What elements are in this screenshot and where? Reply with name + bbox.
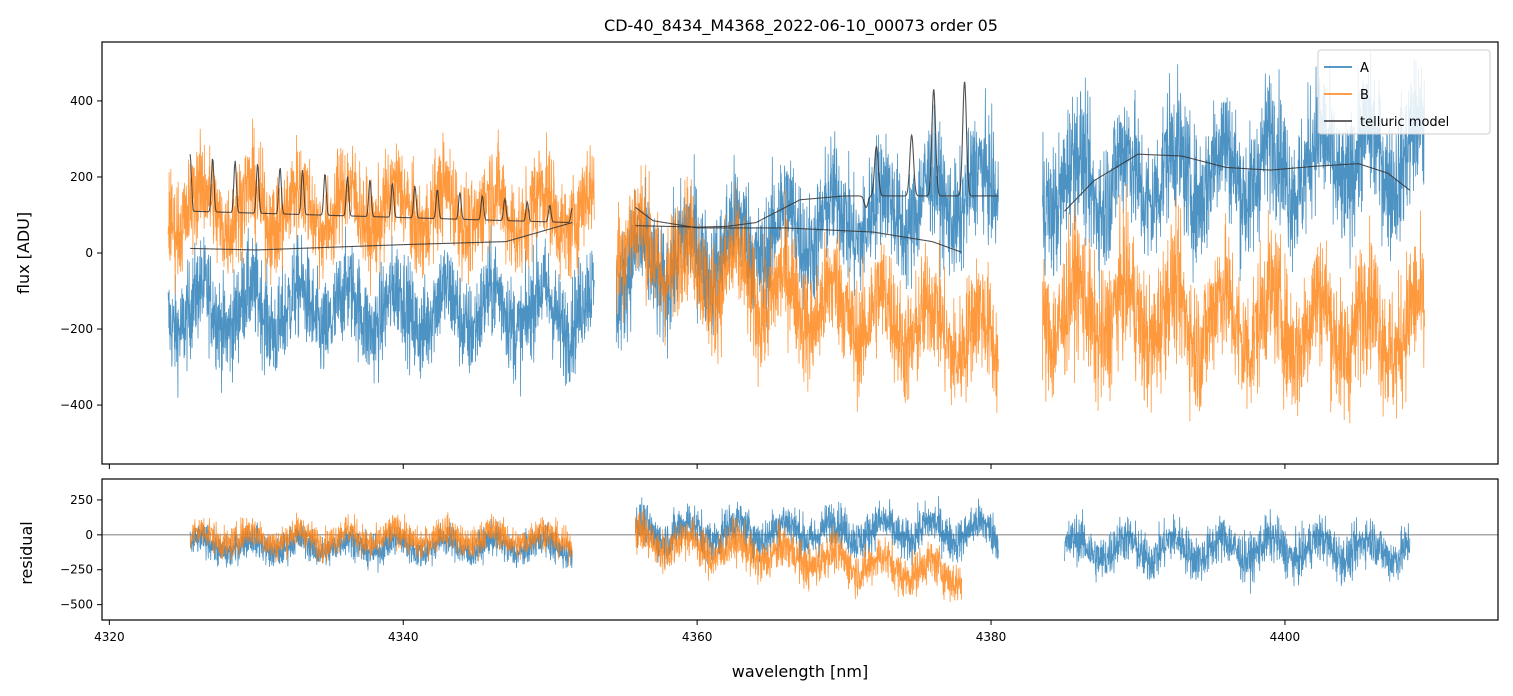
series-segment [189, 512, 573, 567]
series-segment [635, 509, 963, 602]
ytick-label: −250 [60, 563, 93, 577]
model-segment [635, 195, 845, 228]
series-telluric-model [189, 81, 1411, 253]
legend-frame [1317, 49, 1491, 135]
legend-label: telluric model [1360, 115, 1449, 130]
series-segment [167, 224, 595, 398]
chart-title: CD-40_8434_M4368_2022-06-10_00073 order … [604, 16, 998, 36]
model-segment [635, 206, 962, 253]
residual-panel-frame [101, 478, 1499, 621]
flux-data-area [167, 50, 1425, 424]
series-segment [615, 164, 999, 413]
model-segment [1064, 153, 1411, 212]
xtick-label: 4320 [94, 630, 125, 644]
series-segment [1064, 509, 1411, 594]
ytick-label: −200 [60, 322, 93, 336]
residual-data-area [102, 496, 1498, 602]
ytick-label: −400 [60, 398, 93, 412]
xtick-label: 4380 [976, 630, 1007, 644]
xtick-label: 4400 [1270, 630, 1301, 644]
ytick-label: −500 [60, 598, 93, 612]
series-b [167, 118, 1425, 424]
residual-ylabel: residual [17, 521, 36, 584]
series-segment [635, 496, 999, 569]
series-segment [1042, 184, 1425, 424]
series-segment [167, 118, 595, 296]
ytick-label: 0 [85, 246, 93, 260]
model-segment [189, 154, 573, 224]
ytick-label: 250 [70, 493, 93, 507]
legend-label: A [1360, 61, 1369, 76]
xtick-label: 4340 [388, 630, 419, 644]
residual-panel: −500 −250 0 250 4320 4340 4360 4380 4400 residua… [17, 478, 1499, 681]
legend-label: B [1360, 88, 1369, 103]
xtick-label: 4360 [682, 630, 713, 644]
model-segment [190, 222, 573, 251]
model-segment [844, 81, 999, 208]
ytick-label: 400 [70, 94, 93, 108]
series-segment [1042, 50, 1425, 300]
flux-axes: −400 −200 0 200 400 [60, 94, 1286, 469]
ytick-label: 0 [85, 528, 93, 542]
flux-ylabel: flux [ADU] [14, 212, 33, 294]
ytick-label: 200 [70, 170, 93, 184]
residual-axes: −500 −250 0 250 4320 4340 4360 4380 4400 [60, 493, 1300, 644]
xlabel: wavelength [nm] [732, 662, 869, 681]
series-b [189, 509, 963, 602]
